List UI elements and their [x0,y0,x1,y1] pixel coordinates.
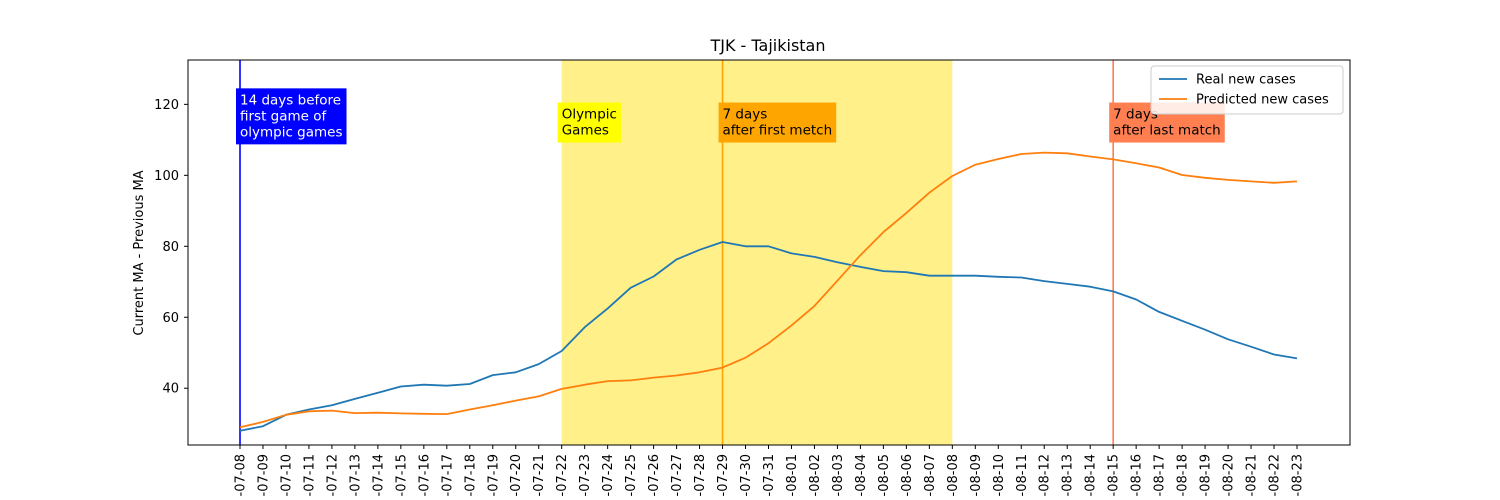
annotation-line: olympic games [240,124,343,140]
annotation-box: Olympic Games [557,102,621,143]
x-tick-label: -07-11 [302,454,317,496]
x-tick-label: -07-13 [348,454,363,496]
annotation-box: 7 days after last match [1109,102,1225,143]
x-tick-label: -08-03 [831,454,846,496]
x-tick-label: -07-29 [716,454,731,496]
real-cases-line [239,241,1298,432]
annotations: 14 days before first game of olympic games… [236,88,1225,145]
annotation-background [236,88,347,145]
annotation-line: 7 days [723,107,768,123]
annotation-text: 7 days after first metch [723,107,833,139]
x-tick-label: -07-15 [394,454,409,496]
x-tick-label: -08-10 [992,454,1007,496]
chart-title: TJK - Tajikistan [709,36,825,55]
legend-box [1150,65,1344,115]
y-tick-label: 60 [162,311,179,326]
x-tick-label: -08-11 [1015,454,1030,496]
x-tick-label: -07-18 [463,454,478,496]
x-tick-label: -08-04 [854,454,869,496]
x-tick-label: -07-10 [279,454,294,496]
annotation-background [718,102,837,143]
x-tick-label: -07-16 [417,454,432,496]
x-tick-label: -08-02 [808,454,823,496]
y-axis-label: Current MA - Previous MA [132,170,147,335]
x-tick-label: -08-12 [1038,454,1053,496]
x-tick-label: -08-16 [1130,454,1145,496]
x-tick-label: -07-22 [555,454,570,496]
x-tick-label: -07-20 [509,454,524,496]
x-tick-label: -07-09 [256,454,271,496]
predicted-cases-line [239,151,1298,429]
annotation-line: 14 days before [240,92,341,108]
annotation-line: after last match [1113,123,1221,139]
legend: Real new cases Predicted new cases [1150,65,1344,115]
x-tick-label: -07-17 [440,454,455,496]
x-tick-label: -08-09 [969,454,984,496]
x-tick-label: -08-06 [900,454,915,496]
x-tick-label: -08-17 [1153,454,1168,496]
x-tick-label: -08-21 [1245,454,1260,496]
y-tick-label: 100 [154,169,179,184]
annotation-line: first game of [240,108,328,124]
legend-label: Real new cases [1196,73,1296,88]
x-tick-label: -08-07 [923,454,938,496]
x-tick-label: -07-23 [578,454,593,496]
x-tick-label: -07-27 [670,454,685,496]
x-tick-label: -08-13 [1061,454,1076,496]
series-lines [239,151,1298,432]
annotation-box: 14 days before first game of olympic games [236,88,347,145]
annotation-text: 14 days before first game of olympic games [240,92,343,140]
x-tick-label: -08-05 [877,454,892,496]
y-axis: 40 60 80 100 120 [154,98,188,397]
annotation-line: Olympic [562,107,617,123]
x-tick-label: -07-14 [371,454,386,496]
x-tick-label: -08-01 [785,454,800,496]
x-tick-label: -08-14 [1084,454,1099,496]
x-tick-label: -07-19 [486,454,501,496]
annotation-text: 7 days after last match [1113,107,1221,139]
x-tick-label: -07-24 [601,454,616,496]
x-axis: -07-08 -07-09 -07-10 -07-11 -07-12 -07-13 -07-… [234,445,1306,496]
y-tick-label: 120 [154,98,179,113]
legend-label: Predicted new cases [1196,93,1329,108]
x-tick-label: -07-12 [325,454,340,496]
x-tick-label: -07-26 [647,454,662,496]
x-tick-label: -07-31 [762,454,777,496]
annotation-background [557,102,621,143]
x-tick-label: -08-20 [1222,454,1237,496]
x-tick-label: -07-25 [624,454,639,496]
x-tick-label: -08-18 [1176,454,1191,496]
x-tick-label: -07-28 [693,454,708,496]
y-tick-label: 80 [162,240,179,255]
annotation-line: Games [562,123,609,139]
x-tick-label: -07-08 [234,454,249,496]
x-tick-label: -07-21 [532,454,547,496]
annotation-box: 7 days after first metch [718,102,837,143]
y-tick-label: 40 [162,382,179,397]
x-tick-label: -07-30 [739,454,754,496]
x-tick-label: -08-19 [1199,454,1214,496]
x-tick-label: -08-15 [1107,454,1122,496]
x-tick-label: -08-22 [1268,454,1283,496]
x-tick-label: -08-08 [946,454,961,496]
annotation-line: after first metch [723,123,833,139]
annotation-text: Olympic Games [562,107,617,139]
annotation-line: 7 days [1113,107,1158,123]
x-tick-label: -08-23 [1291,454,1306,496]
